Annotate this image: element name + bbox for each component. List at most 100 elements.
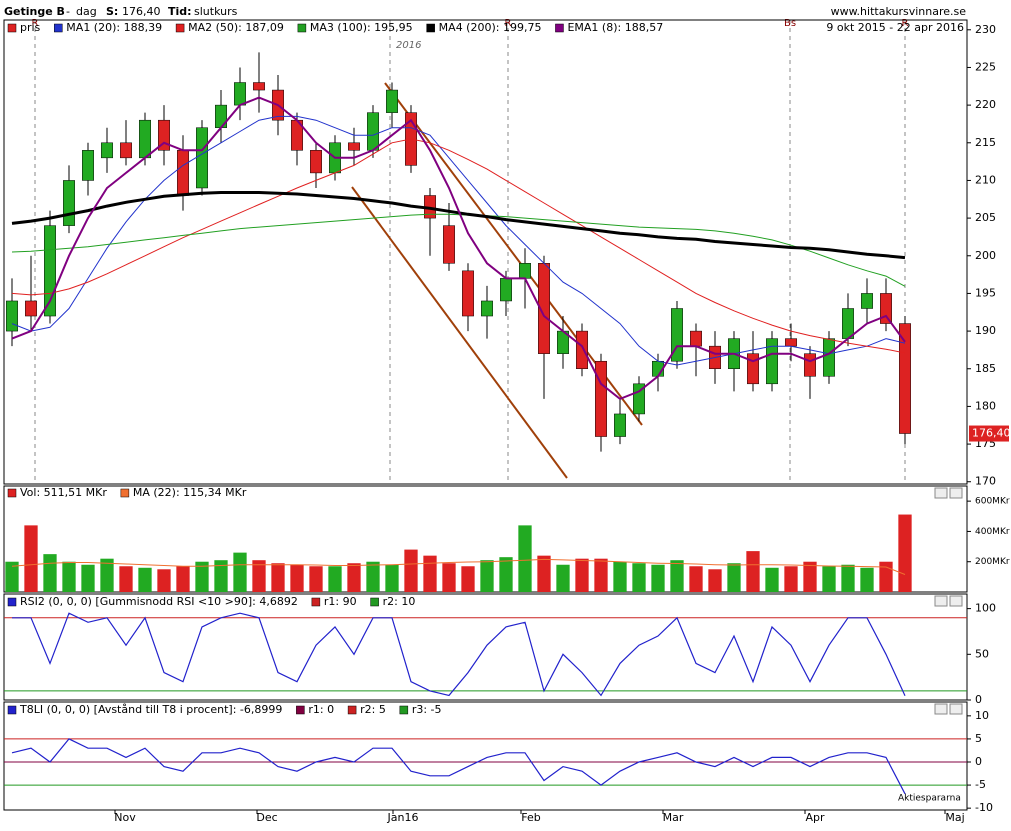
y-tick-label: 225 [975, 60, 996, 73]
volume-bar [898, 514, 912, 592]
y-tick-label: 205 [975, 211, 996, 224]
y-tick-label: 0 [975, 693, 982, 706]
volume-bar [233, 552, 247, 592]
candle-body [595, 360, 607, 437]
candle-body [519, 263, 531, 279]
price: 176,40 [122, 5, 161, 18]
y-tick-label: 10 [975, 709, 989, 722]
x-tick-label: Nov [114, 811, 136, 824]
candle-body [861, 293, 873, 309]
legend-entry-swatch [7, 597, 17, 607]
ma-line [11, 96, 906, 401]
legend-entry-swatch [347, 705, 357, 715]
candle-body [633, 383, 645, 415]
y-tick-label: -5 [975, 778, 986, 791]
candle-body [367, 112, 379, 151]
legend-entry: MA4 (200): 199,75 [439, 21, 542, 34]
marker: R [902, 18, 909, 29]
volume-ma-line [11, 558, 906, 575]
volume-bar [252, 560, 266, 592]
volume-bar [689, 566, 703, 592]
site: www.hittakursvinnare.se [831, 5, 967, 18]
year-mark: 2016 [396, 40, 421, 51]
candle-body [44, 225, 56, 317]
volume-bar [727, 563, 741, 592]
legend-entry-swatch [297, 23, 307, 33]
volume-bar [803, 561, 817, 592]
volume-bar [404, 549, 418, 592]
volume-bar [24, 525, 38, 592]
indicator-line [12, 612, 906, 697]
panel-frame [3, 19, 968, 485]
volume-bar [62, 561, 76, 592]
x-tick-label: Maj [945, 811, 964, 824]
candle-body [25, 300, 37, 317]
volume-bar [537, 555, 551, 592]
candle-body [462, 270, 474, 317]
candle-body [348, 142, 360, 151]
volume-bar [157, 569, 171, 592]
y-tick-label: 0 [975, 755, 982, 768]
candle-body [804, 353, 816, 377]
volume-bar [81, 564, 95, 592]
x-tick-label: Apr [805, 811, 825, 824]
candle-body [899, 323, 911, 434]
volume-bar [176, 566, 190, 592]
candle-body [576, 330, 588, 370]
volume-bar [575, 558, 589, 592]
legend-entry-swatch [296, 705, 305, 715]
candle-body [6, 300, 18, 332]
legend-entry-swatch [54, 23, 63, 33]
y-tick-label: 210 [975, 173, 996, 186]
candle-body [823, 338, 835, 377]
candle-body [690, 330, 702, 347]
x-tick-label: Dec [256, 811, 277, 824]
y-tick-label: 600MKr [975, 497, 1010, 507]
volume-bar [271, 563, 285, 592]
y-tick-label: 100 [975, 602, 996, 615]
volume-bar [556, 564, 570, 592]
indicator-line [11, 738, 906, 795]
ma-line [11, 213, 906, 287]
y-tick-label: 220 [975, 98, 996, 111]
volume-bar [328, 566, 342, 592]
y-tick-label: 195 [975, 286, 996, 299]
candle-body [196, 127, 208, 189]
candle-body [63, 180, 75, 226]
volume-bar [746, 551, 760, 592]
volume-bar [670, 560, 684, 592]
legend-entry: T8LI (0, 0, 0) [Avstånd till T8 i procen… [19, 703, 282, 716]
watermark: Aktiespararna [898, 794, 961, 804]
last-price: 176,40 [972, 427, 1011, 440]
legend-entry: r2: 5 [360, 703, 386, 716]
volume-bar [499, 557, 513, 592]
volume-bar [879, 561, 893, 592]
volume-bar [594, 558, 608, 592]
panel-frame [3, 593, 968, 701]
legend-entry-swatch [370, 597, 379, 607]
volume-bar [518, 525, 532, 592]
candle-body [139, 119, 151, 159]
close-icon [949, 595, 963, 607]
legend-entry-swatch [311, 597, 321, 607]
candle-body [481, 300, 493, 317]
y-tick-label: 170 [975, 475, 996, 488]
legend-entry: r2: 10 [383, 595, 416, 608]
candle-body [614, 413, 626, 437]
ma-line [11, 138, 906, 354]
candle-body [310, 150, 322, 174]
legend-entry: MA3 (100): 195,95 [310, 21, 413, 34]
legend-entry-swatch [426, 23, 435, 33]
trend-line [351, 186, 568, 479]
y-tick-label: 200MKr [975, 557, 1010, 567]
volume-bar [366, 561, 380, 592]
y-tick-label: 50 [975, 647, 989, 660]
volume-bar [632, 563, 646, 592]
candle-body [785, 338, 797, 347]
candle-body [177, 150, 189, 196]
marker: R [32, 18, 39, 29]
y-tick-label: 230 [975, 23, 996, 36]
close-icon [949, 487, 963, 499]
volume-bar [841, 564, 855, 592]
volume-bar [100, 558, 114, 592]
